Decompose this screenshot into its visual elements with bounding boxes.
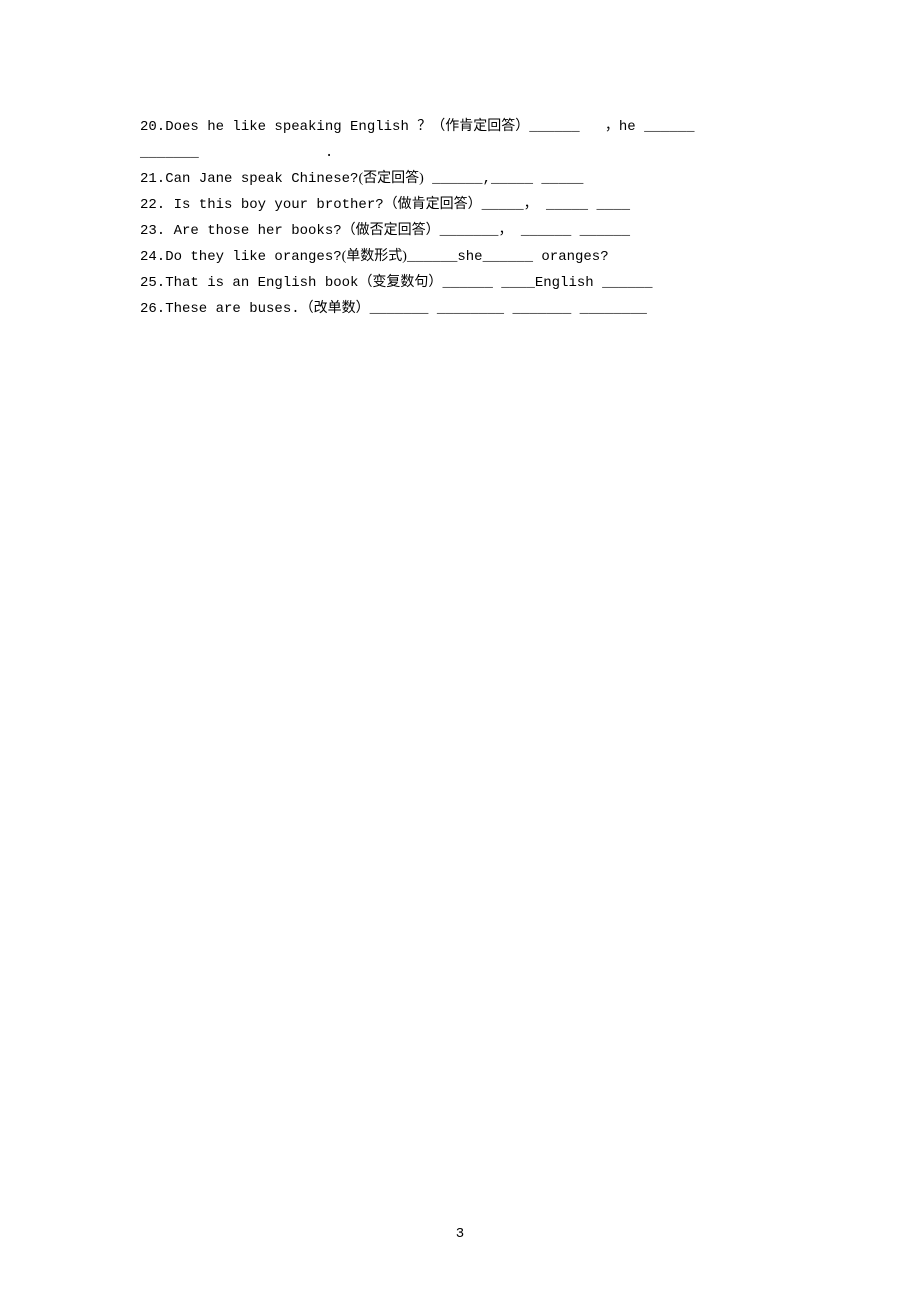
- question-line-22: 22. Is this boy your brother?（做肯定回答）____…: [140, 192, 780, 218]
- question-line-24: 24.Do they like oranges?(单数形式)______she_…: [140, 244, 780, 270]
- question-suffix: _____， _____ ____: [482, 197, 630, 213]
- question-instruction: （改单数）: [300, 301, 370, 316]
- question-suffix: _______， ______ ______: [440, 223, 630, 239]
- question-instruction: (否定回答): [358, 171, 423, 186]
- question-prefix: 21.Can Jane speak Chinese?: [140, 171, 358, 187]
- question-line-25: 25.That is an English book（变复数句）______ _…: [140, 270, 780, 296]
- document-content: 20.Does he like speaking English ？（作肯定回答…: [0, 0, 920, 322]
- question-suffix: ______she______ oranges?: [407, 249, 609, 265]
- page-number: 3: [0, 1226, 920, 1242]
- question-prefix: 23. Are those her books?: [140, 223, 342, 239]
- question-prefix: 22. Is this boy your brother?: [140, 197, 384, 213]
- question-instruction: （作肯定回答）: [431, 119, 529, 134]
- question-line-26: 26.These are buses.（改单数）_______ ________…: [140, 296, 780, 322]
- question-instruction: (单数形式): [342, 249, 407, 264]
- question-prefix: _______ .: [140, 145, 333, 161]
- question-suffix: ______,_____ _____: [424, 171, 584, 187]
- question-line-20a: 20.Does he like speaking English ？（作肯定回答…: [140, 114, 780, 140]
- question-prefix: 25.That is an English book: [140, 275, 358, 291]
- question-line-20b: _______ .: [140, 140, 780, 166]
- question-prefix: 20.Does he like speaking English ？: [140, 119, 431, 135]
- question-suffix: _______ ________ _______ ________: [370, 301, 647, 317]
- question-line-21: 21.Can Jane speak Chinese?(否定回答) ______,…: [140, 166, 780, 192]
- question-prefix: 24.Do they like oranges?: [140, 249, 342, 265]
- question-line-23: 23. Are those her books?（做否定回答）_______， …: [140, 218, 780, 244]
- question-suffix: ______ ，he ______: [529, 119, 694, 135]
- question-instruction: （变复数句）: [358, 275, 442, 290]
- question-instruction: （做肯定回答）: [384, 197, 482, 212]
- question-prefix: 26.These are buses.: [140, 301, 300, 317]
- question-instruction: （做否定回答）: [342, 223, 440, 238]
- question-suffix: ______ ____English ______: [442, 275, 652, 291]
